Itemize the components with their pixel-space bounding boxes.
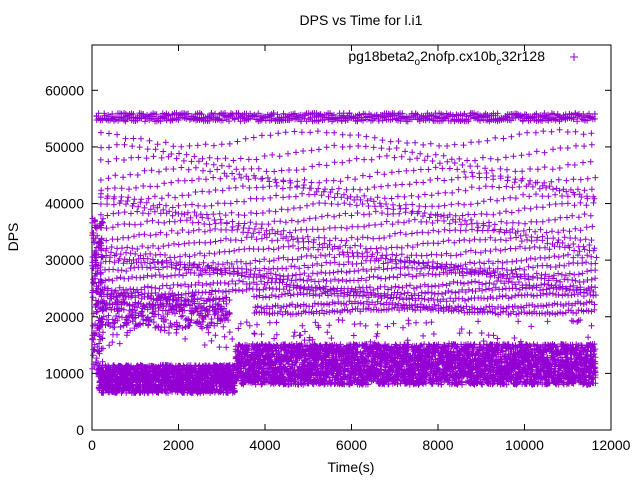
- legend-label: pg18beta2o2nofp.cx10bc32r128: [348, 48, 545, 68]
- chart-title: DPS vs Time for l.i1: [300, 12, 423, 28]
- scatter-point-group: [89, 215, 599, 388]
- legend: pg18beta2o2nofp.cx10bc32r128: [348, 48, 578, 68]
- y-tick-label: 20000: [45, 309, 84, 325]
- x-tick-label: 10000: [505, 437, 544, 453]
- scatter-point-group: [400, 341, 482, 388]
- x-tick-label: 8000: [422, 437, 453, 453]
- y-tick-label: 10000: [45, 365, 84, 381]
- x-tick-label: 2000: [163, 437, 194, 453]
- y-tick-label: 50000: [45, 139, 84, 155]
- x-tick-label: 6000: [336, 437, 367, 453]
- scatter-point-group: [97, 263, 599, 313]
- y-tick-label: 40000: [45, 196, 84, 212]
- scatter-point-group: [97, 190, 600, 274]
- y-tick-label: 0: [76, 422, 84, 438]
- y-axis-label: DPS: [5, 223, 21, 252]
- scatter-point-group: [95, 361, 177, 397]
- scatter-point-group: [247, 341, 330, 388]
- scatter-point-group: [93, 109, 599, 210]
- scatter-point-group: [476, 341, 558, 388]
- legend-marker-plus: [570, 53, 578, 61]
- y-tick-label: 60000: [45, 82, 84, 98]
- scatter-point-group: [323, 341, 406, 388]
- y-tick-label: 30000: [45, 252, 84, 268]
- scatter-point-group: [97, 110, 598, 351]
- x-tick-label: 4000: [249, 437, 280, 453]
- x-axis-label: Time(s): [328, 459, 375, 475]
- scatter-point-group: [171, 341, 254, 397]
- x-tick-label: 12000: [592, 437, 631, 453]
- legend-marker: [570, 53, 578, 61]
- scatter-points: [89, 109, 600, 397]
- x-axis: 0 2000 4000 6000 8000 10000 12000: [88, 45, 631, 453]
- x-tick-label: 0: [88, 437, 96, 453]
- y-axis: 0 10000 20000 30000 40000 50000 60000: [45, 82, 611, 438]
